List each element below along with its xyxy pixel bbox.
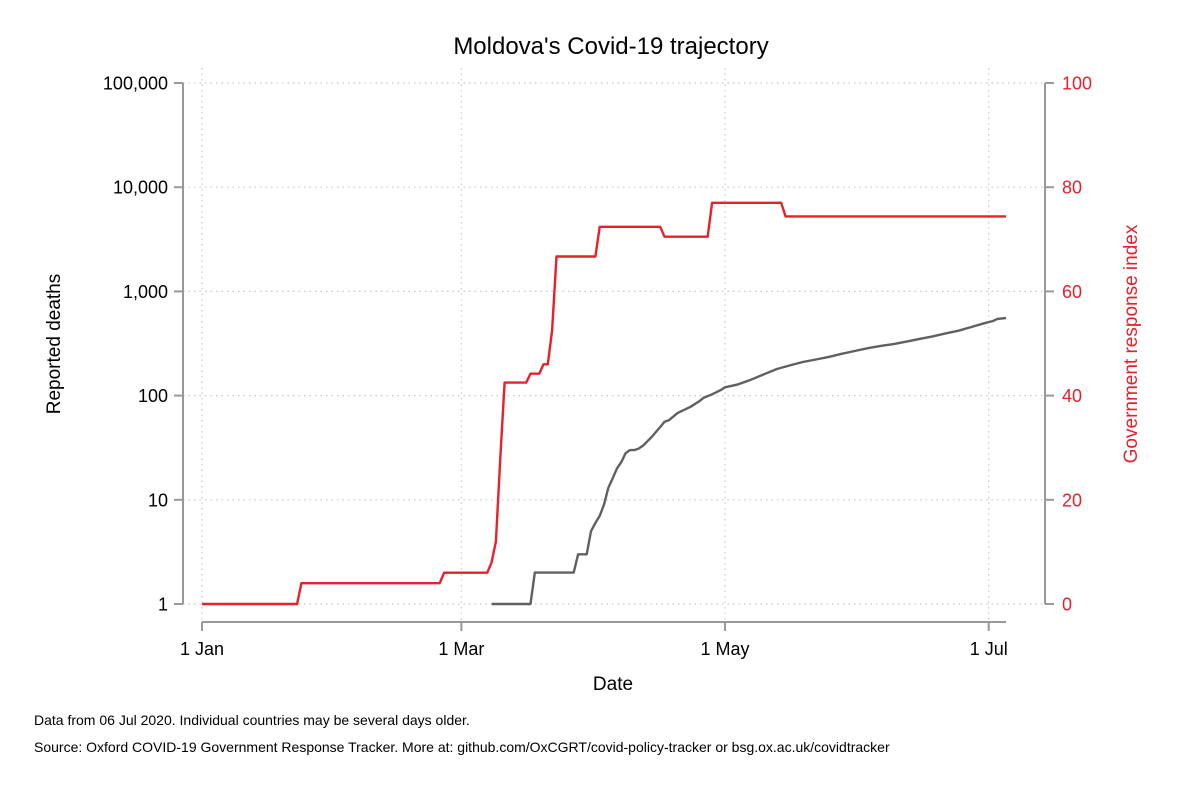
left-tick-label: 1,000	[123, 282, 168, 302]
chart-title: Moldova's Covid-19 trajectory	[453, 33, 768, 60]
x-tick-label: 1 Mar	[438, 639, 484, 659]
right-tick-label: 60	[1062, 282, 1082, 302]
left-tick-label: 100	[138, 386, 168, 406]
left-tick-label: 10,000	[113, 178, 168, 198]
axes	[174, 82, 1054, 631]
left-tick-label: 100,000	[103, 74, 168, 94]
deaths-line	[491, 316, 1007, 606]
footnote-data-date: Data from 06 Jul 2020. Individual countr…	[34, 712, 470, 728]
x-tick-label: 1 May	[701, 639, 750, 659]
chart: Moldova's Covid-19 trajectory 1 10 100 1,000…	[44, 33, 1142, 695]
left-tick-label: 10	[148, 490, 168, 510]
series-lines	[202, 201, 1007, 606]
right-axis-title: Government response index	[1121, 224, 1142, 463]
grid	[183, 68, 1045, 622]
right-tick-label: 0	[1062, 595, 1072, 615]
left-tick-label: 1	[158, 595, 168, 615]
left-axis-title: Reported deaths	[44, 274, 65, 415]
right-tick-label: 40	[1062, 386, 1082, 406]
right-tick-label: 20	[1062, 490, 1082, 510]
right-tick-label: 80	[1062, 178, 1082, 198]
response-index-line	[202, 201, 1006, 606]
chart-labels: Moldova's Covid-19 trajectory 1 10 100 1,000…	[44, 33, 1142, 695]
footnote-source: Source: Oxford COVID-19 Government Respo…	[34, 739, 890, 755]
x-tick-label: 1 Jul	[970, 639, 1008, 659]
right-tick-label: 100	[1062, 74, 1092, 94]
x-tick-label: 1 Jan	[180, 639, 224, 659]
x-axis-title: Date	[593, 674, 633, 695]
